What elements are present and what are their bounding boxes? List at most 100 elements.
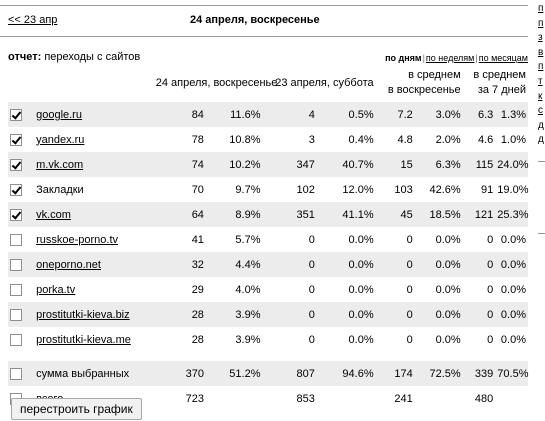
side-link[interactable]: п <box>538 61 544 73</box>
source-name-cell: google.ru <box>34 102 154 127</box>
value-cell: 15 <box>375 152 415 177</box>
side-link[interactable]: в <box>538 46 544 58</box>
mode-by-days[interactable]: по дням <box>385 53 422 63</box>
report-label: отчет: <box>8 51 42 63</box>
source-link[interactable]: oneporno.net <box>36 258 101 271</box>
row-checkbox[interactable] <box>10 133 22 146</box>
table-row: prostitutki-kieva.me 28 3.9% 0 0.0% 0 0.0% 0 0.0… <box>8 327 528 352</box>
value-cell: 28 <box>153 302 206 327</box>
percent-cell: 94.6% <box>316 361 376 386</box>
value-cell: 45 <box>375 202 415 227</box>
percent-cell: 0.0% <box>500 233 526 246</box>
current-date-title: 24 апреля, воскресенье <box>190 14 320 26</box>
source-name-cell: vk.com <box>34 202 154 227</box>
source-link[interactable]: m.vk.com <box>36 158 84 171</box>
value-cell: 41 <box>191 233 204 246</box>
row-checkbox[interactable] <box>10 367 22 380</box>
source-link[interactable]: vk.com <box>36 208 71 221</box>
value-cell: 0 <box>406 283 413 296</box>
side-link[interactable]: п <box>538 17 544 29</box>
mode-by-weeks[interactable]: по неделям <box>425 53 475 63</box>
rebuild-chart-button[interactable]: перестроить график <box>11 398 142 420</box>
side-link[interactable]: к <box>538 90 543 102</box>
percent-cell: 10.2% <box>205 152 263 177</box>
source-link[interactable]: google.ru <box>36 108 82 121</box>
row-checkbox[interactable] <box>10 283 22 296</box>
side-link[interactable]: п <box>538 3 544 14</box>
value-cell: 0 <box>308 283 315 296</box>
row-checkbox[interactable] <box>10 333 22 346</box>
percent-cell: 3.9% <box>205 302 263 327</box>
row-checkbox[interactable] <box>10 208 22 221</box>
source-link[interactable]: yandex.ru <box>36 133 85 146</box>
value-cell: 0 <box>262 302 317 327</box>
row-checkbox-cell <box>8 277 34 302</box>
value-cell: 29 <box>191 283 204 296</box>
row-checkbox[interactable] <box>10 108 22 121</box>
value-cell: 0 <box>462 302 496 327</box>
row-checkbox[interactable] <box>10 183 22 196</box>
value-cell: 28 <box>191 333 204 346</box>
percent-cell: 72.5% <box>414 361 463 386</box>
value-cell: 370 <box>153 361 206 386</box>
percent-cell: 19.0% <box>497 183 529 196</box>
percent-cell: 6.3% <box>414 152 463 177</box>
table-row: vk.com 64 8.9% 351 41.1% 45 18.5% 121 25.3% <box>8 202 528 227</box>
percent-cell <box>495 386 528 411</box>
source-name-cell: m.vk.com <box>34 152 154 177</box>
value-cell: 723 <box>185 392 204 405</box>
value-cell: 102 <box>296 183 315 196</box>
table-row: Закладки 70 9.7% 102 12.0% 103 42.6% 91 19.0% <box>8 177 528 202</box>
percent-cell: 9.7% <box>235 183 261 196</box>
value-cell: 0 <box>375 252 415 277</box>
percent-cell: 5.7% <box>235 233 261 246</box>
previous-day-link[interactable]: << 23 апр <box>8 14 58 26</box>
header-day2: 23 апреля, суббота <box>275 76 374 89</box>
value-cell: 4 <box>262 102 317 127</box>
row-checkbox-cell <box>8 102 35 127</box>
table-row: prostitutki-kieva.biz 28 3.9% 0 0.0% 0 0.0% 0 0.… <box>8 302 528 327</box>
row-checkbox[interactable] <box>10 308 22 321</box>
percent-cell: 0.0% <box>348 283 374 296</box>
source-link[interactable]: prostitutki-kieva.biz <box>36 308 130 321</box>
percent-cell: 10.8% <box>229 133 261 146</box>
percent-cell: 1.0% <box>500 133 526 146</box>
mode-by-months[interactable]: по месяцам <box>478 53 528 63</box>
percent-cell: 8.9% <box>205 202 263 227</box>
percent-cell: 41.1% <box>316 202 376 227</box>
report-name[interactable]: переходы с сайтов <box>44 51 141 63</box>
row-checkbox[interactable] <box>10 158 22 171</box>
source-link[interactable]: prostitutki-kieva.me <box>36 333 131 346</box>
row-checkbox[interactable] <box>10 258 22 271</box>
row-checkbox[interactable] <box>10 233 22 246</box>
row-checkbox-cell <box>8 302 35 327</box>
side-link[interactable]: д <box>538 119 544 131</box>
value-cell: 807 <box>262 361 317 386</box>
header-avg-week: в среднем за 7 дней <box>473 69 526 96</box>
side-link[interactable]: с <box>538 105 543 117</box>
percent-cell: 1.3% <box>495 102 528 127</box>
value-cell: 3 <box>308 133 315 146</box>
spacer-row <box>8 352 528 361</box>
percent-cell: 0.0% <box>414 302 463 327</box>
value-cell: 103 <box>394 183 413 196</box>
report-selector: отчет: переходы с сайтов по дням|по неде… <box>8 51 528 63</box>
table-row: сумма выбранных 370 51.2% 807 94.6% 174 72.5% 3… <box>8 361 528 386</box>
side-link[interactable]: т <box>538 76 543 87</box>
value-cell: 115 <box>462 152 496 177</box>
percent-cell: 0.0% <box>435 233 461 246</box>
side-link[interactable]: з <box>538 32 543 44</box>
side-link[interactable]: д <box>538 134 544 146</box>
source-name-cell: prostitutki-kieva.biz <box>34 302 154 327</box>
value-cell: 480 <box>474 392 494 405</box>
value-cell: 0 <box>487 333 494 346</box>
source-link[interactable]: porka.tv <box>36 283 76 296</box>
percent-cell <box>317 386 376 411</box>
percent-cell: 25.3% <box>495 202 528 227</box>
row-checkbox-cell <box>8 252 35 277</box>
row-checkbox-cell <box>8 327 34 352</box>
percent-cell: 0.0% <box>348 333 374 346</box>
source-link[interactable]: russkoe-porno.tv <box>36 233 119 246</box>
header-day1: 24 апреля, воскресенье <box>155 76 278 89</box>
percent-cell: 0.0% <box>316 252 376 277</box>
